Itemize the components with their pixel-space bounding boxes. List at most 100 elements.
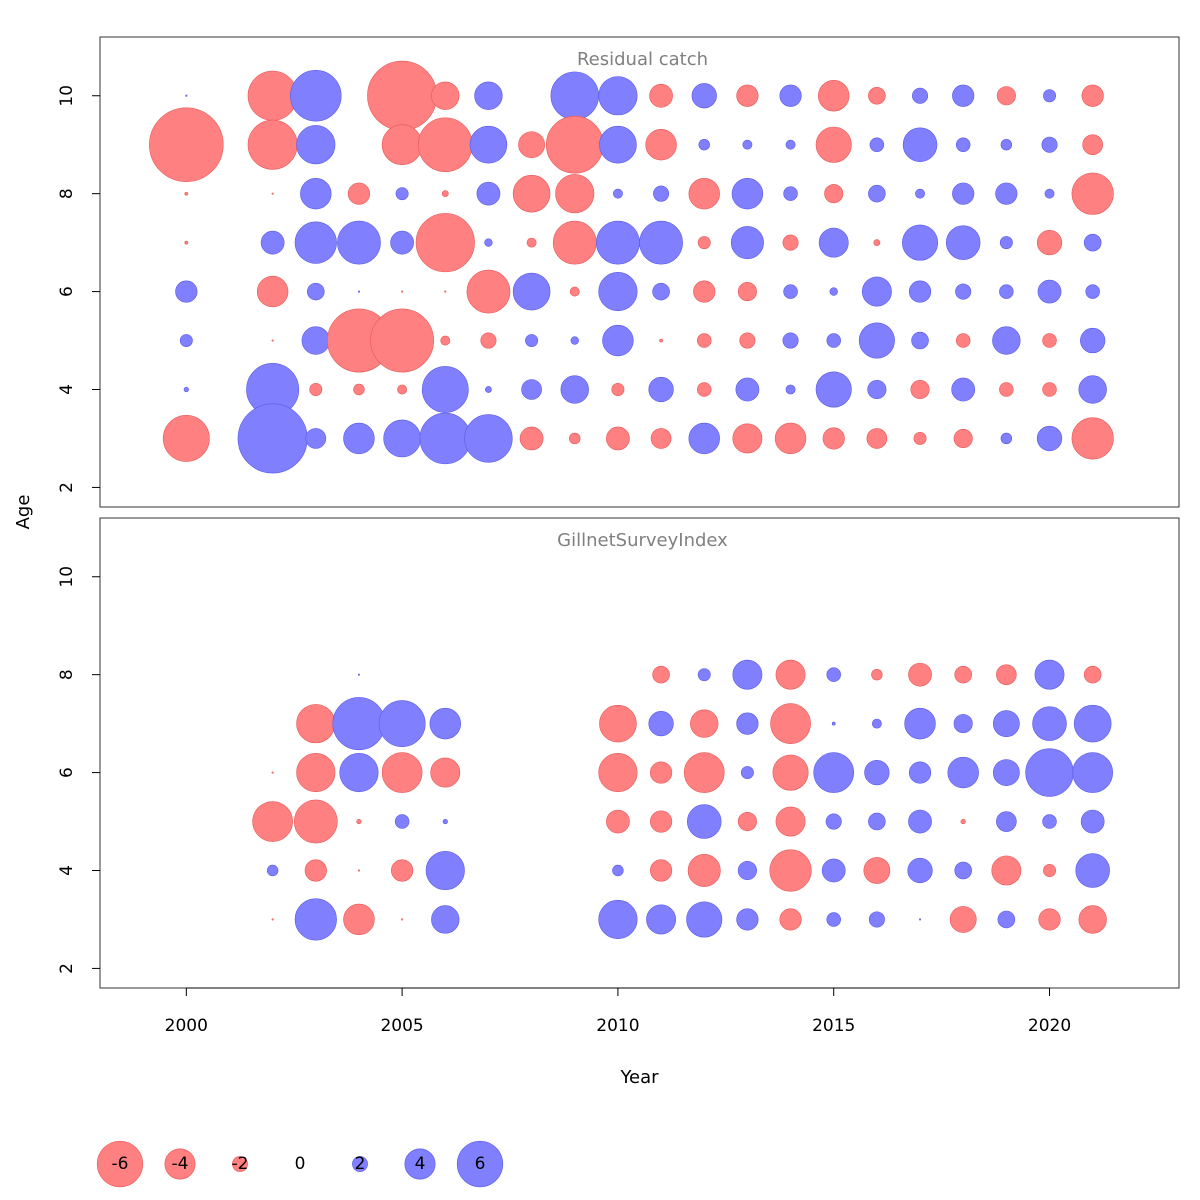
bubble [480,332,497,349]
bubble [431,81,460,110]
bubble [915,188,925,199]
legend-label: 0 [295,1154,306,1174]
bubble [300,177,332,210]
bubble [992,710,1020,738]
bubble [737,282,757,302]
bubble [296,125,336,165]
bubble [464,414,513,463]
bubble [999,284,1014,299]
bubble [305,428,327,449]
bubble [266,864,279,877]
bubble [612,188,623,199]
bubble [683,752,725,793]
bubble [612,864,624,877]
bubble [955,283,972,300]
bubble [294,898,337,941]
bubble [357,290,361,293]
bubble [337,220,381,265]
bubble [785,139,796,150]
panel-title: Residual catch [577,49,708,70]
bubble [1036,230,1063,256]
bubble [740,766,754,780]
bubble [947,756,979,789]
bubble [1000,432,1013,445]
bubble [691,83,717,109]
bubble [646,904,677,935]
bubble [912,87,929,104]
bubble [401,918,404,921]
y-tick-label: 2 [57,482,77,493]
bubble [357,673,361,676]
bubble [301,326,330,355]
legend-bubble [96,1140,144,1188]
legend-label: 6 [475,1154,486,1174]
bubble [381,124,423,166]
bubble [822,427,845,450]
bubble [639,220,683,265]
bubble [996,86,1016,106]
bubble [185,94,188,97]
bubble [1042,814,1057,829]
bubble [309,383,323,396]
bubble [649,859,673,882]
bubble [397,384,408,395]
bubble [512,272,551,311]
bubble [252,801,293,842]
bubble [869,137,885,152]
bubble [736,908,759,931]
y-tick-label: 4 [57,865,77,876]
x-tick-label: 2020 [1028,1016,1071,1036]
bubble [343,422,375,455]
bubble [1038,908,1061,931]
bubble [293,799,338,844]
bubble [648,376,674,403]
bubble [650,428,672,449]
bubble [698,139,710,151]
bubble [598,76,638,116]
legend-label: 4 [415,1154,426,1174]
bubble [866,428,888,449]
bubble [1072,752,1114,793]
bubble [697,668,711,682]
bubble [1085,284,1100,299]
bubble [831,721,836,726]
y-tick-label: 2 [57,963,77,974]
bubble [1034,659,1065,690]
bubble [951,377,976,402]
bubble [873,239,881,247]
bubble [742,139,753,150]
bubble [779,84,802,107]
bubble [184,240,189,245]
bubble [415,213,475,273]
bubble [307,282,325,301]
bubble [908,809,932,834]
bubble [955,137,971,152]
bubble [149,107,224,182]
bubble [867,379,887,400]
bubble [271,339,274,342]
bubble [256,275,289,308]
bubble [1025,748,1074,797]
bubble [304,859,327,882]
bubble [648,711,674,737]
bubble [598,272,638,312]
bubble [598,753,638,793]
bubble [260,230,285,255]
bubble [466,269,511,314]
bubble [484,238,493,247]
bubble [1000,139,1013,151]
bubble [1043,89,1056,103]
bubble [294,221,337,264]
bubble [999,382,1014,397]
bubble [949,906,977,933]
bubble [954,665,972,684]
bubble [908,280,932,303]
bubble [175,280,198,303]
bubble [184,191,189,196]
bubble [736,712,759,735]
bubble [247,70,298,121]
bubble [782,332,799,349]
bubble [697,333,712,348]
bubble [783,284,798,299]
